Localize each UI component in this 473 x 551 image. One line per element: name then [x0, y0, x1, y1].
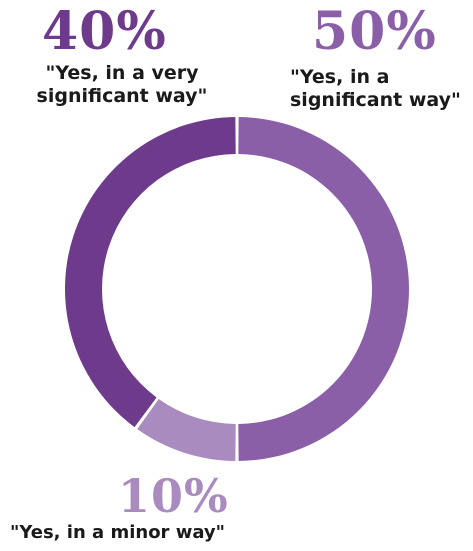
donut-slice-10: [137, 398, 236, 461]
slice-category-label-50: "Yes, in a significant way": [290, 66, 461, 112]
slice-value-label-10: 10%: [118, 469, 229, 523]
slice-value-label-50: 50%: [312, 1, 437, 62]
slice-category-label-10: "Yes, in a minor way": [10, 522, 226, 543]
slice-value-label-40: 40%: [42, 1, 167, 62]
donut-slice-40: [64, 117, 236, 428]
slice-category-label-40: "Yes, in a very significant way": [36, 62, 208, 108]
donut-slice-50: [238, 117, 410, 461]
